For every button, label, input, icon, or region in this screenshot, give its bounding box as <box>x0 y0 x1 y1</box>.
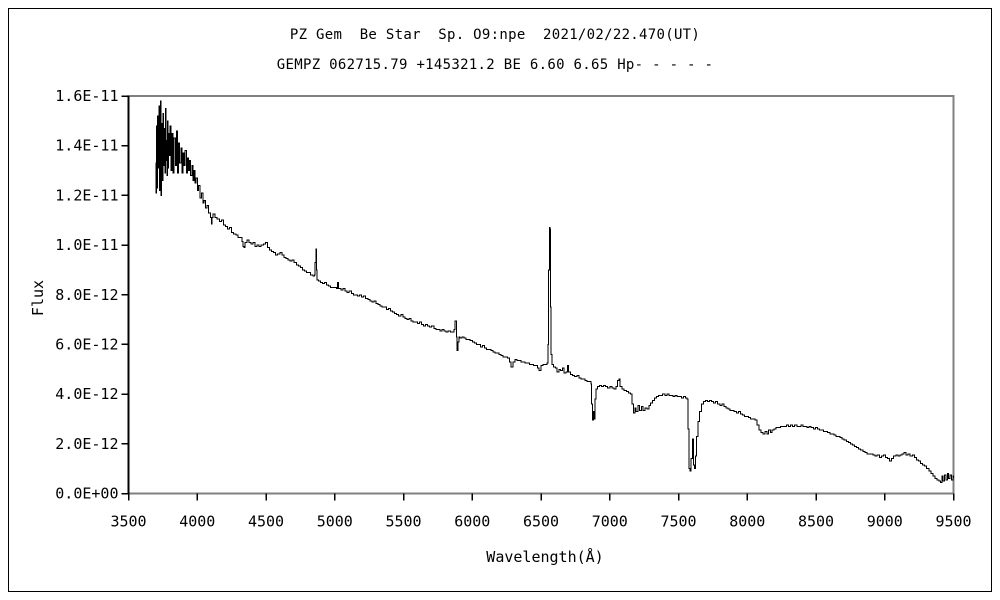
x-tick-label: 5500 <box>385 513 421 531</box>
x-tick-label: 6000 <box>454 513 490 531</box>
y-tick-label: 6.0E-12 <box>55 335 118 353</box>
y-tick-label: 1.4E-11 <box>55 137 118 155</box>
y-tick-label: 1.0E-11 <box>55 236 118 254</box>
y-tick-label: 0.0E+00 <box>55 485 118 503</box>
x-tick-label: 4000 <box>179 513 215 531</box>
chart-subtitle: GEMPZ 062715.79 +145321.2 BE 6.60 6.65 H… <box>276 57 714 73</box>
x-tick-label: 9500 <box>935 513 971 531</box>
y-tick-label: 1.2E-11 <box>55 186 118 204</box>
chart-title: PZ Gem Be Star Sp. O9:npe 2021/02/22.470… <box>289 27 701 43</box>
x-tick-label: 9000 <box>867 513 903 531</box>
x-tick-label: 3500 <box>110 513 146 531</box>
x-axis-title: Wavelength(Å) <box>486 548 604 566</box>
spectrum-line <box>155 100 954 483</box>
x-tick-label: 5000 <box>317 513 353 531</box>
x-tick-label: 4500 <box>248 513 284 531</box>
y-tick-label: 4.0E-12 <box>55 385 118 403</box>
x-tick-label: 6500 <box>523 513 559 531</box>
x-tick-label: 8500 <box>798 513 834 531</box>
y-tick-label: 2.0E-12 <box>55 435 118 453</box>
x-tick-label: 7000 <box>592 513 628 531</box>
image-border <box>8 8 992 592</box>
y-tick-label: 1.6E-11 <box>55 87 118 105</box>
x-tick-label: 7500 <box>660 513 696 531</box>
x-tick-label: 8000 <box>729 513 765 531</box>
y-tick-label: 8.0E-12 <box>55 286 118 304</box>
